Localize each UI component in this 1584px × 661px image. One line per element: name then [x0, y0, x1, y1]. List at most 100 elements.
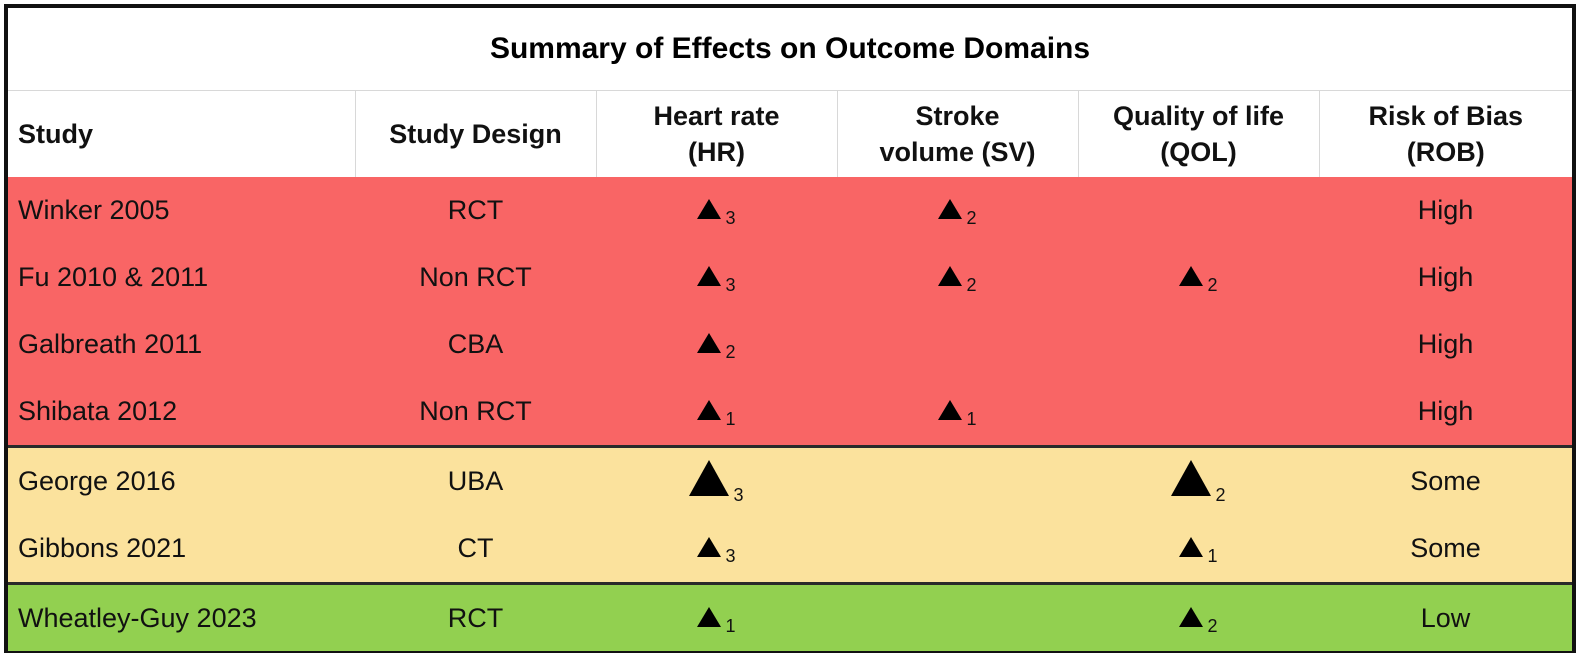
- effect-count: 3: [725, 208, 736, 228]
- table-row: Wheatley-Guy 2023 RCT 1 2 Low: [8, 582, 1572, 651]
- hr-cell: 2: [596, 311, 837, 378]
- header-risk-of-bias: Risk of Bias (ROB): [1318, 90, 1572, 177]
- design-cell: UBA: [355, 445, 596, 515]
- study-cell: George 2016: [8, 445, 355, 515]
- effect-indicator: 3: [697, 266, 736, 294]
- triangle-up-icon: [1179, 266, 1204, 286]
- triangle-up-icon: [689, 460, 730, 496]
- effect-count: 2: [966, 275, 977, 295]
- hr-cell: 3: [596, 445, 837, 515]
- effect-indicator: 1: [1179, 537, 1218, 565]
- effect-indicator: 2: [1179, 266, 1218, 294]
- triangle-up-icon: [938, 400, 963, 420]
- hr-cell: 1: [596, 582, 837, 651]
- triangle-up-icon: [938, 199, 963, 219]
- sv-cell: [837, 311, 1078, 378]
- sv-cell: [837, 582, 1078, 651]
- effect-count: 2: [1207, 615, 1218, 636]
- effect-indicator: 3: [697, 537, 736, 565]
- design-cell: Non RCT: [355, 378, 596, 447]
- sv-cell: [837, 515, 1078, 584]
- effect-count: 3: [733, 485, 744, 505]
- sv-cell: [837, 445, 1078, 515]
- risk-of-bias-cell: Some: [1319, 515, 1572, 584]
- effect-indicator: 2: [697, 333, 736, 361]
- hr-cell: 1: [596, 378, 837, 447]
- qol-cell: [1078, 378, 1319, 447]
- effects-table: Study Study Design Heart rate (HR) Strok…: [8, 90, 1572, 651]
- effect-indicator: 1: [938, 400, 977, 428]
- header-study-design: Study Design: [354, 90, 596, 177]
- header-quality-of-life-line1: Quality of life: [1112, 101, 1285, 131]
- table-row: Fu 2010 & 2011 Non RCT 3 2 2 High: [8, 244, 1572, 311]
- triangle-up-icon: [697, 400, 722, 420]
- qol-cell: 2: [1078, 582, 1319, 651]
- triangle-up-icon: [938, 266, 963, 286]
- header-quality-of-life: Quality of life (QOL): [1077, 90, 1319, 177]
- qol-cell: [1078, 311, 1319, 378]
- sv-cell: 2: [837, 244, 1078, 311]
- effect-count: 2: [725, 342, 736, 362]
- header-risk-of-bias-line2: (ROB): [1406, 137, 1485, 167]
- effect-count: 2: [1207, 275, 1218, 295]
- design-cell: RCT: [355, 582, 596, 651]
- effect-count: 1: [725, 615, 736, 636]
- risk-of-bias-cell: Low: [1319, 582, 1572, 651]
- effect-indicator: 1: [697, 400, 736, 428]
- header-risk-of-bias-line1: Risk of Bias: [1368, 101, 1524, 131]
- risk-of-bias-cell: Some: [1319, 445, 1572, 515]
- effect-count: 2: [1215, 485, 1226, 505]
- sv-cell: 1: [837, 378, 1078, 447]
- study-cell: Shibata 2012: [8, 378, 355, 447]
- hr-cell: 3: [596, 177, 837, 244]
- table-row: Winker 2005 RCT 3 2 High: [8, 177, 1572, 244]
- effect-count: 1: [966, 409, 977, 429]
- header-heart-rate-line2: (HR): [688, 137, 745, 167]
- header-heart-rate-line1: Heart rate: [653, 101, 780, 131]
- study-cell: Fu 2010 & 2011: [8, 244, 355, 311]
- table-row: Gibbons 2021 CT 3 1 Some: [8, 515, 1572, 584]
- study-cell: Gibbons 2021: [8, 515, 355, 584]
- table-row: George 2016 UBA 3 2 Some: [8, 445, 1572, 515]
- triangle-up-icon: [697, 266, 722, 286]
- study-cell: Galbreath 2011: [8, 311, 355, 378]
- effect-count: 3: [725, 275, 736, 295]
- triangle-up-icon: [697, 606, 722, 627]
- design-cell: RCT: [355, 177, 596, 244]
- effect-indicator: 3: [697, 199, 736, 227]
- hr-cell: 3: [596, 244, 837, 311]
- table-body: Winker 2005 RCT 3 2 High Fu 2010 & 2011 Non RC…: [8, 177, 1572, 651]
- header-heart-rate: Heart rate (HR): [595, 90, 837, 177]
- effect-indicator: 2: [1171, 460, 1226, 504]
- header-row: Study Study Design Heart rate (HR) Strok…: [8, 90, 1572, 177]
- hr-cell: 3: [596, 515, 837, 584]
- effect-indicator: 2: [1179, 606, 1218, 635]
- effect-count: 1: [1207, 546, 1218, 566]
- study-cell: Wheatley-Guy 2023: [8, 582, 355, 651]
- triangle-up-icon: [697, 333, 722, 353]
- triangle-up-icon: [697, 199, 722, 219]
- study-cell: Winker 2005: [8, 177, 355, 244]
- header-quality-of-life-line2: (QOL): [1160, 137, 1237, 167]
- risk-of-bias-cell: High: [1319, 244, 1572, 311]
- effect-indicator: 1: [697, 606, 736, 635]
- design-cell: CT: [355, 515, 596, 584]
- risk-of-bias-cell: High: [1319, 177, 1572, 244]
- effect-indicator: 2: [938, 199, 977, 227]
- table-row: Galbreath 2011 CBA 2 High: [8, 311, 1572, 378]
- table-row: Shibata 2012 Non RCT 1 1 High: [8, 378, 1572, 447]
- qol-cell: 2: [1078, 244, 1319, 311]
- header-study: Study: [8, 90, 355, 177]
- effect-indicator: 3: [689, 460, 744, 504]
- design-cell: CBA: [355, 311, 596, 378]
- summary-table-frame: Summary of Effects on Outcome Domains St…: [4, 4, 1576, 653]
- design-cell: Non RCT: [355, 244, 596, 311]
- header-stroke-volume-line2: volume (SV): [879, 137, 1036, 167]
- qol-cell: 2: [1078, 445, 1319, 515]
- effect-count: 3: [725, 546, 736, 566]
- triangle-up-icon: [697, 537, 722, 557]
- header-stroke-volume: Stroke volume (SV): [836, 90, 1078, 177]
- risk-of-bias-cell: High: [1319, 311, 1572, 378]
- triangle-up-icon: [1171, 460, 1212, 496]
- effect-count: 1: [725, 409, 736, 429]
